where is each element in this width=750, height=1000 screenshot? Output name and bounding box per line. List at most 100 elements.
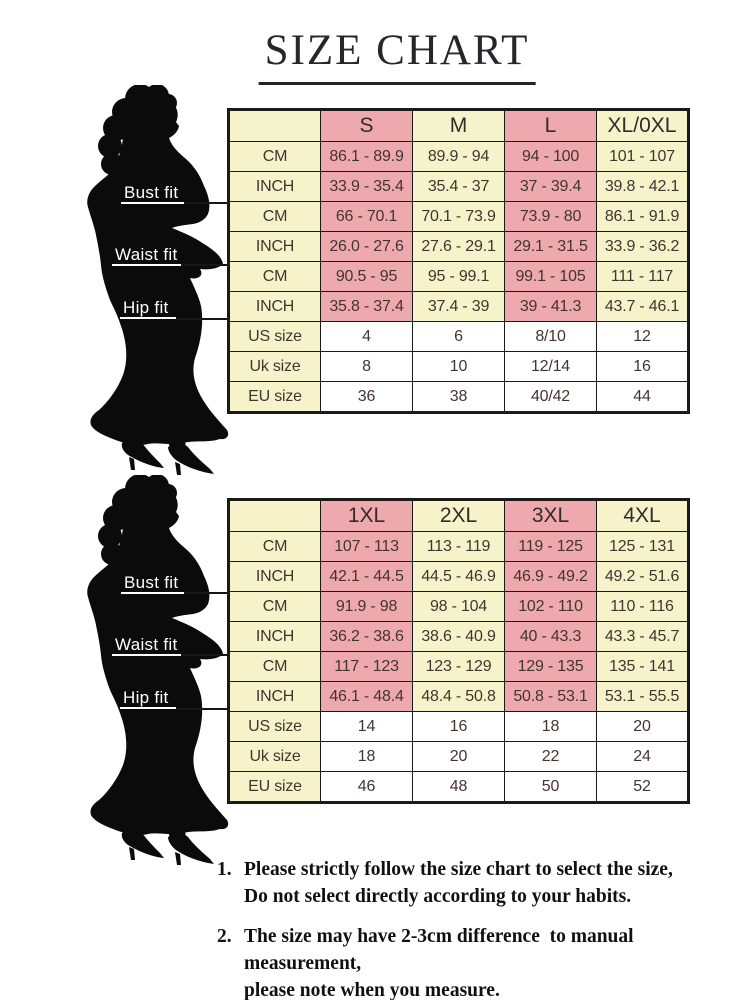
waist-fit-pointer-line: [112, 264, 181, 266]
measure-value: 119 - 125: [504, 531, 597, 562]
column-header: 1XL: [320, 499, 413, 532]
size-value: 12: [596, 321, 689, 352]
column-header: 2XL: [412, 499, 505, 532]
size-value: 36: [320, 381, 413, 413]
size-system-label: EU size: [228, 771, 321, 803]
hip-fit-label: Hip fit: [123, 688, 169, 707]
measure-row: CM 86.1 - 89.9 89.9 - 94 94 - 100 101 - 107: [228, 141, 689, 172]
measure-value: 91.9 - 98: [320, 591, 413, 622]
measure-value: 111 - 117: [596, 261, 689, 292]
size-value: 52: [596, 771, 689, 803]
measure-value: 46.9 - 49.2: [504, 561, 597, 592]
column-header: XL/0XL: [596, 109, 689, 142]
measure-row: CM 90.5 - 95 95 - 99.1 99.1 - 105 111 - 117: [228, 261, 689, 292]
size-row: Uk size 18 20 22 24: [228, 741, 689, 772]
hip-fit-label: Hip fit: [123, 298, 169, 317]
size-value: 50: [504, 771, 597, 803]
note-line: The size may have 2-3cm difference to ma…: [244, 926, 639, 974]
column-header: 3XL: [504, 499, 597, 532]
measure-row: INCH 42.1 - 44.5 44.5 - 46.9 46.9 - 49.2 49.…: [228, 561, 689, 592]
measure-row: INCH 36.2 - 38.6 38.6 - 40.9 40 - 43.3 43.3 …: [228, 621, 689, 652]
hip-fit-pointer-line: [176, 708, 229, 710]
bust-fit-pointer-line: [121, 202, 184, 204]
bust-fit-label: Bust fit: [124, 183, 179, 202]
size-value: 46: [320, 771, 413, 803]
size-value: 8/10: [504, 321, 597, 352]
measure-value: 135 - 141: [596, 651, 689, 682]
corner-cell: [228, 499, 321, 532]
size-value: 18: [320, 741, 413, 772]
size-value: 8: [320, 351, 413, 382]
column-header: M: [412, 109, 505, 142]
measure-value: 99.1 - 105: [504, 261, 597, 292]
waist-fit-pointer-line: [181, 654, 229, 656]
bust-fit-pointer-line: [184, 592, 229, 594]
measure-value: 107 - 113: [320, 531, 413, 562]
measure-value: 123 - 129: [412, 651, 505, 682]
measure-value: 35.4 - 37: [412, 171, 505, 202]
measure-value: 66 - 70.1: [320, 201, 413, 232]
corner-cell: [228, 109, 321, 142]
size-row: US size 4 6 8/10 12: [228, 321, 689, 352]
size-value: 10: [412, 351, 505, 382]
unit-label: CM: [228, 261, 321, 292]
measure-value: 29.1 - 31.5: [504, 231, 597, 262]
bust-fit-label: Bust fit: [124, 573, 179, 592]
note-line: Please strictly follow the size chart to…: [244, 859, 673, 880]
waist-fit-pointer-line: [112, 654, 181, 656]
measure-value: 33.9 - 35.4: [320, 171, 413, 202]
measure-value: 42.1 - 44.5: [320, 561, 413, 592]
size-value: 16: [596, 351, 689, 382]
unit-label: INCH: [228, 171, 321, 202]
measure-value: 37.4 - 39: [412, 291, 505, 322]
measure-value: 70.1 - 73.9: [412, 201, 505, 232]
measure-value: 39.8 - 42.1: [596, 171, 689, 202]
measure-row: CM 117 - 123 123 - 129 129 - 135 135 - 141: [228, 651, 689, 682]
column-header: 4XL: [596, 499, 689, 532]
measure-value: 110 - 116: [596, 591, 689, 622]
unit-label: CM: [228, 591, 321, 622]
measure-value: 125 - 131: [596, 531, 689, 562]
size-value: 40/42: [504, 381, 597, 413]
measure-row: INCH 33.9 - 35.4 35.4 - 37 37 - 39.4 39.8 - …: [228, 171, 689, 202]
measure-value: 43.7 - 46.1: [596, 291, 689, 322]
measure-value: 86.1 - 89.9: [320, 141, 413, 172]
hip-fit-pointer-line: [120, 707, 176, 709]
size-value: 12/14: [504, 351, 597, 382]
note-number: 2.: [217, 926, 232, 947]
measure-value: 46.1 - 48.4: [320, 681, 413, 712]
size-value: 4: [320, 321, 413, 352]
size-table: 1XL 2XL 3XL 4XL CM 107 - 113 113 - 119 119 - 12…: [227, 498, 690, 804]
measure-value: 38.6 - 40.9: [412, 621, 505, 652]
size-table-header-row: 1XL 2XL 3XL 4XL: [228, 499, 689, 532]
size-row: US size 14 16 18 20: [228, 711, 689, 742]
measure-value: 98 - 104: [412, 591, 505, 622]
unit-label: CM: [228, 531, 321, 562]
unit-label: CM: [228, 201, 321, 232]
measure-value: 33.9 - 36.2: [596, 231, 689, 262]
measure-value: 50.8 - 53.1: [504, 681, 597, 712]
column-header: S: [320, 109, 413, 142]
measure-value: 49.2 - 51.6: [596, 561, 689, 592]
measure-value: 36.2 - 38.6: [320, 621, 413, 652]
waist-fit-label: Waist fit: [115, 245, 178, 264]
measure-value: 89.9 - 94: [412, 141, 505, 172]
measure-value: 27.6 - 29.1: [412, 231, 505, 262]
size-row: Uk size 8 10 12/14 16: [228, 351, 689, 382]
note-item: 1. Please strictly follow the size chart…: [217, 856, 732, 910]
notes: 1. Please strictly follow the size chart…: [217, 856, 732, 1000]
measure-row: INCH 35.8 - 37.4 37.4 - 39 39 - 41.3 43.7 - …: [228, 291, 689, 322]
note-item: 2. The size may have 2-3cm difference to…: [217, 923, 732, 1000]
note-line: please note when you measure.: [244, 980, 500, 1000]
measure-value: 102 - 110: [504, 591, 597, 622]
size-value: 24: [596, 741, 689, 772]
measure-value: 37 - 39.4: [504, 171, 597, 202]
size-value: 22: [504, 741, 597, 772]
measure-value: 53.1 - 55.5: [596, 681, 689, 712]
size-table: S M L XL/0XL CM 86.1 - 89.9 89.9 - 94 94 - 100 1…: [227, 108, 690, 414]
size-table-plus: 1XL 2XL 3XL 4XL CM 107 - 113 113 - 119 119 - 12…: [227, 498, 690, 804]
woman-silhouette: [87, 85, 229, 475]
size-value: 14: [320, 711, 413, 742]
measure-value: 26.0 - 27.6: [320, 231, 413, 262]
measure-value: 129 - 135: [504, 651, 597, 682]
